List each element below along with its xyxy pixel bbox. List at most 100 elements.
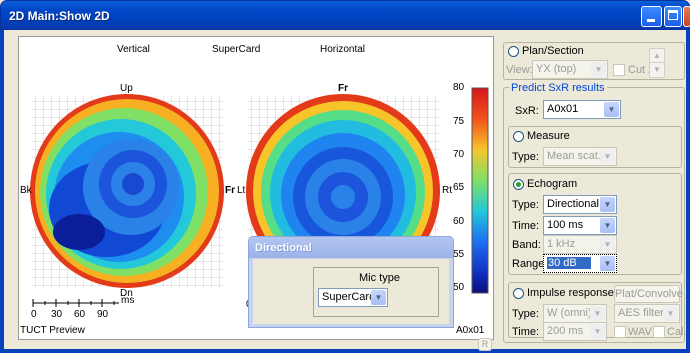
measure-type-label: Type: xyxy=(512,151,539,163)
imp-time-label: Time: xyxy=(512,326,540,338)
echo-band-select[interactable]: 1 kHz ▼ xyxy=(543,235,617,254)
predict-label: Predict SxR results xyxy=(509,82,607,94)
cut-z-label: Cut z xyxy=(628,64,654,76)
label-up: Up xyxy=(120,83,133,94)
echo-type-label: Type: xyxy=(512,199,539,211)
cut-z-checkbox[interactable] xyxy=(613,64,625,76)
colorbar-tick-50: 50 xyxy=(453,282,465,293)
impulse-label: Impulse response xyxy=(527,287,614,299)
maximize-icon xyxy=(668,10,678,20)
chevron-down-icon: ▼ xyxy=(604,102,619,117)
echo-time-value: 100 ms xyxy=(547,219,584,231)
title-bar[interactable]: 2D Main:Show 2D xyxy=(0,0,690,30)
sxr-select[interactable]: A0x01 ▼ xyxy=(543,100,621,119)
minimize-icon xyxy=(647,19,655,22)
sxr-value: A0x01 xyxy=(547,103,579,115)
wav-label: WAV xyxy=(628,326,652,338)
echo-time-label: Time: xyxy=(512,220,540,232)
mic-type-value: SuperCard xyxy=(322,291,376,303)
scale-unit: ms xyxy=(121,295,135,306)
footer-tuct-preview: TUCT Preview xyxy=(20,325,85,336)
view-value: YX (top) xyxy=(536,63,577,75)
r-button[interactable]: R xyxy=(478,338,492,351)
label-fr-top: Fr xyxy=(338,83,348,94)
chevron-down-icon: ▼ xyxy=(663,306,678,321)
dialog-body: Mic type SuperCard ▼ xyxy=(253,259,449,324)
colorbar-tick-75: 75 xyxy=(453,116,465,127)
window-title: 2D Main:Show 2D xyxy=(9,9,110,23)
colorbar-tick-80: 80 xyxy=(453,82,465,93)
dialog-title[interactable]: Directional xyxy=(249,237,453,258)
colorbar xyxy=(471,87,489,294)
measure-label: Measure xyxy=(527,130,570,142)
wav-checkbox[interactable] xyxy=(614,326,626,338)
label-lt: Lt xyxy=(237,185,246,196)
echo-type-value: Directional xyxy=(547,198,599,210)
plat-convolve-button[interactable]: Plat/Convolve xyxy=(614,285,683,303)
label-dn: Dn xyxy=(120,288,133,299)
scale-tick-0: 0 xyxy=(31,309,37,320)
cal-label: Cal. xyxy=(667,326,687,338)
label-fr-left: Fr xyxy=(225,185,235,196)
maximize-button[interactable] xyxy=(664,6,682,27)
plan-section-label: Plan/Section xyxy=(522,45,584,57)
measure-type-value: Mean scat. xyxy=(547,150,601,162)
header-supercard: SuperCard xyxy=(212,44,261,55)
echogram-label: Echogram xyxy=(527,178,578,190)
scale-tick-90: 90 xyxy=(97,309,109,320)
footer-sxr-id: A0x01 xyxy=(456,325,485,336)
header-horizontal: Horizontal xyxy=(320,44,366,55)
polar-plot-vertical xyxy=(30,94,224,288)
sxr-label: SxR: xyxy=(515,105,539,117)
echo-range-select[interactable]: 30 dB ▼ xyxy=(543,254,617,273)
label-bk: Bk xyxy=(20,185,32,196)
view-select[interactable]: YX (top) ▼ xyxy=(532,60,608,79)
colorbar-tick-60: 60 xyxy=(453,216,465,227)
scroll-down-button[interactable]: ▼ xyxy=(649,62,665,78)
control-panel: Plan/Section View: YX (top) ▼ Cut z ▲ ▼ P… xyxy=(503,40,687,346)
view-label: View: xyxy=(506,64,533,76)
cal-checkbox[interactable] xyxy=(653,326,665,338)
scale-tick-60: 60 xyxy=(74,309,86,320)
echo-range-value: 30 dB xyxy=(547,257,591,269)
scale-tick-30: 30 xyxy=(51,309,63,320)
chevron-down-icon: ▼ xyxy=(590,306,605,321)
header-vertical: Vertical xyxy=(117,44,150,55)
colorbar-tick-55: 55 xyxy=(453,249,465,260)
aes-filter-value: AES filter xyxy=(618,307,664,319)
chevron-down-icon: ▼ xyxy=(600,218,615,233)
mic-type-select[interactable]: SuperCard ▼ xyxy=(318,288,388,307)
chevron-down-icon: ▼ xyxy=(590,324,605,339)
mic-type-label: Mic type xyxy=(359,272,400,284)
close-button[interactable] xyxy=(683,6,690,27)
aes-filter-select[interactable]: AES filter ▼ xyxy=(614,304,680,323)
measure-radio[interactable] xyxy=(513,131,524,142)
arrow-up-icon: ▲ xyxy=(653,51,661,60)
imp-type-value: W (omni) xyxy=(547,307,592,319)
chevron-down-icon: ▼ xyxy=(591,62,606,77)
echogram-radio[interactable] xyxy=(513,179,524,190)
colorbar-tick-65: 65 xyxy=(453,182,465,193)
chevron-down-icon: ▼ xyxy=(600,149,615,164)
colorbar-tick-70: 70 xyxy=(453,149,465,160)
chevron-down-icon: ▼ xyxy=(371,290,386,305)
echo-time-select[interactable]: 100 ms ▼ xyxy=(543,216,617,235)
echo-type-select[interactable]: Directional ▼ xyxy=(543,195,617,214)
minimize-button[interactable] xyxy=(641,6,662,27)
echo-band-value: 1 kHz xyxy=(547,238,576,250)
directional-dialog[interactable]: Directional Mic type SuperCard ▼ xyxy=(248,236,454,328)
imp-type-label: Type: xyxy=(512,308,539,320)
plan-section-radio[interactable] xyxy=(508,46,519,57)
echo-band-label: Band: xyxy=(512,239,541,251)
arrow-down-icon: ▼ xyxy=(653,65,661,74)
echo-range-label: Range: xyxy=(512,258,548,270)
chevron-down-icon: ▼ xyxy=(600,197,615,212)
chevron-down-icon: ▼ xyxy=(600,256,615,271)
impulse-radio[interactable] xyxy=(513,288,524,299)
label-rt: Rt xyxy=(442,185,452,196)
imp-type-select[interactable]: W (omni) ▼ xyxy=(543,304,607,323)
chevron-down-icon: ▼ xyxy=(600,237,615,252)
imp-time-value: 200 ms xyxy=(547,325,584,337)
measure-type-select[interactable]: Mean scat. ▼ xyxy=(543,147,617,166)
imp-time-select[interactable]: 200 ms ▼ xyxy=(543,322,607,341)
